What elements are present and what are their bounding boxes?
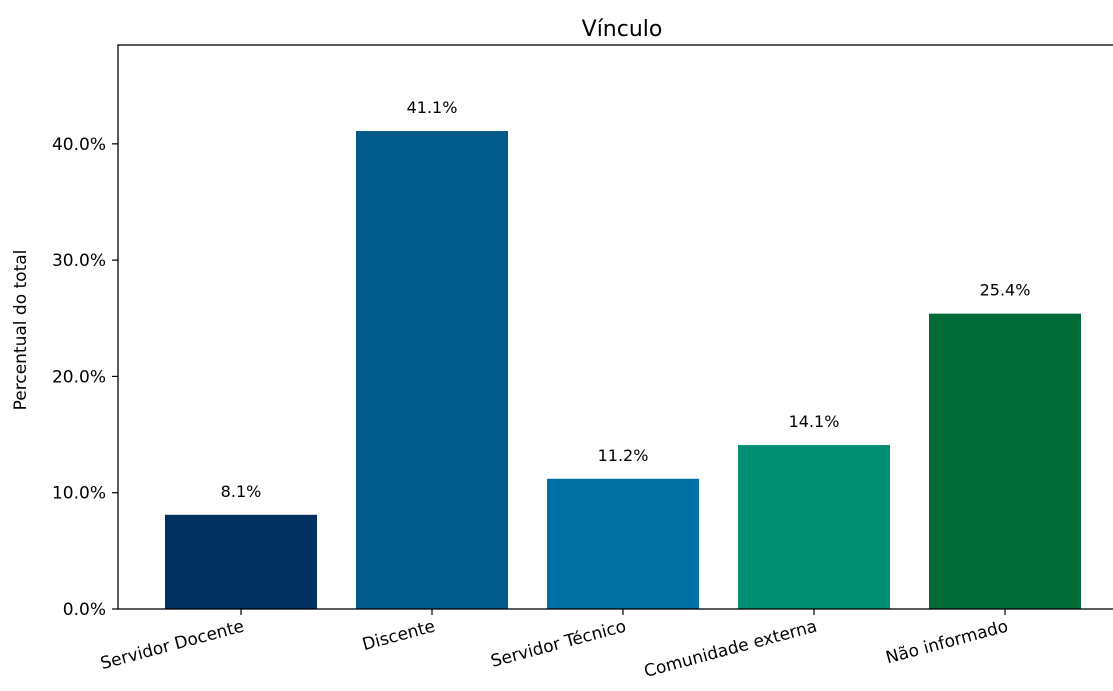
data-labels-group: 8.1% 41.1% 11.2% 14.1% 25.4% — [221, 98, 1031, 501]
data-label: 14.1% — [789, 412, 840, 431]
data-label: 41.1% — [407, 98, 458, 117]
y-axis-label: Percentual do total — [11, 250, 31, 411]
bar — [547, 478, 699, 609]
x-ticks-group: Servidor Docente Discente Servidor Técnico… — [98, 609, 1010, 682]
y-tick-label: 30.0% — [52, 251, 106, 271]
bars-group — [165, 131, 1081, 610]
y-tick-label: 10.0% — [52, 484, 106, 504]
x-tick-label: Não informado — [884, 617, 1011, 669]
y-ticks-group: 0.0% 10.0% 20.0% 30.0% 40.0% — [52, 135, 118, 620]
x-tick-label: Servidor Técnico — [489, 617, 629, 672]
y-tick-label: 40.0% — [52, 135, 106, 155]
bar — [929, 313, 1081, 609]
x-tick-label: Comunidade externa — [642, 617, 819, 682]
x-tick-label: Discente — [360, 617, 437, 656]
plot-frame — [117, 44, 1113, 610]
bar — [356, 131, 508, 610]
y-tick-label: 0.0% — [63, 600, 106, 620]
data-label: 8.1% — [221, 482, 262, 501]
x-tick-label: Servidor Docente — [98, 617, 246, 675]
chart-title: Vínculo — [582, 17, 663, 42]
bar — [738, 445, 890, 609]
y-tick-label: 20.0% — [52, 367, 106, 387]
data-label: 11.2% — [598, 446, 649, 465]
bar — [165, 514, 317, 609]
data-label: 25.4% — [980, 281, 1031, 300]
